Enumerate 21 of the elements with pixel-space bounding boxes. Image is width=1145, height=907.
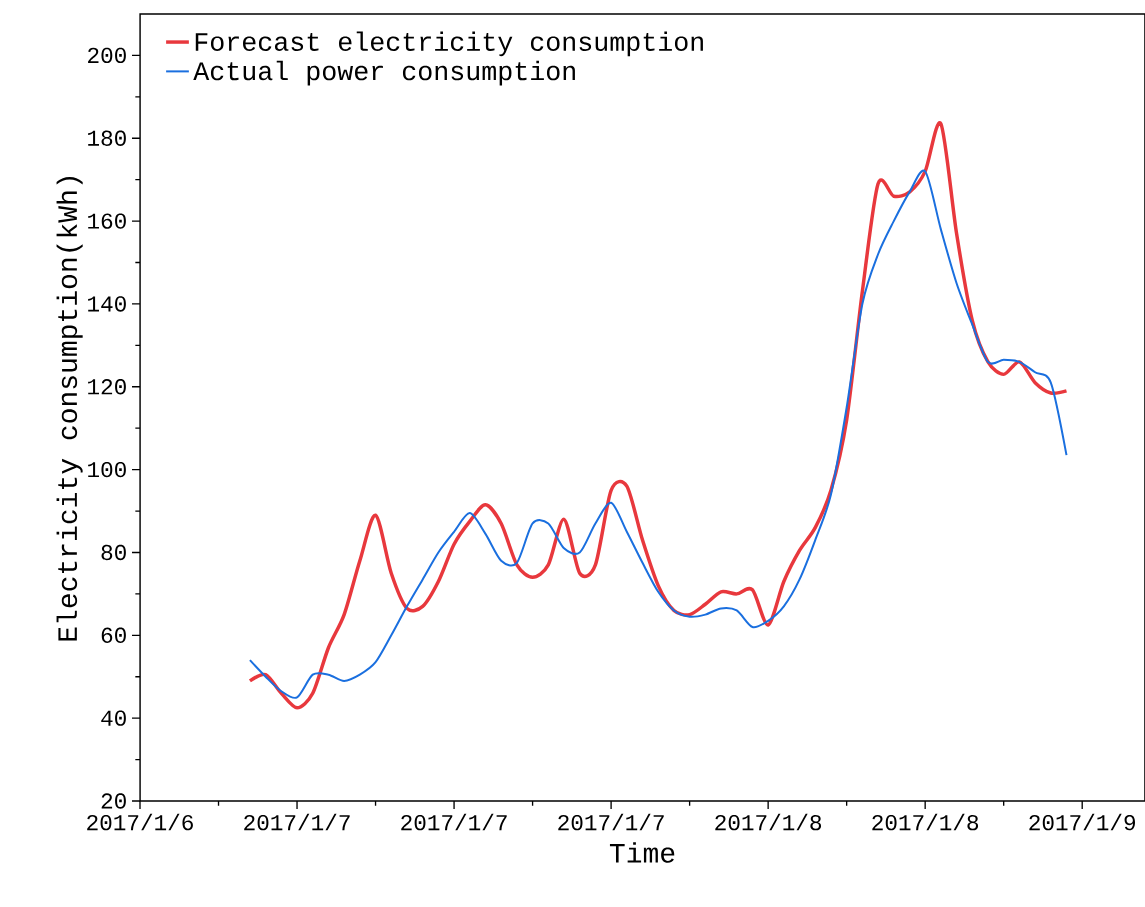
x-tick-label: 2017/1/6 (87, 813, 193, 831)
x-tick-label: 2017/1/7 (558, 813, 664, 831)
y-axis-title: Electricity consumption(kWh) (56, 177, 83, 641)
y-tick-label: 180 (88, 130, 126, 146)
y-tick-label: 60 (101, 627, 126, 644)
y-tick-label: 40 (101, 710, 126, 726)
y-tick-label: 80 (101, 544, 126, 561)
x-tick-label: 2017/1/9 (1029, 813, 1136, 831)
y-tick-label: 200 (88, 47, 126, 64)
x-tick-label: 2017/1/7 (401, 813, 507, 831)
y-tick-label: 100 (88, 461, 126, 478)
legend-label: Forecast electricity consumption (195, 31, 703, 57)
y-tick-label: 20 (101, 793, 126, 809)
x-tick-label: 2017/1/8 (872, 813, 979, 831)
y-tick-label: 160 (88, 213, 126, 229)
y-tick-label: 120 (88, 379, 126, 395)
y-tick-label: 140 (88, 296, 126, 312)
x-axis-title: Time (609, 842, 675, 863)
x-tick-label: 2017/1/8 (715, 813, 822, 831)
legend-label: Actual power consumption (193, 60, 575, 86)
x-tick-label: 2017/1/7 (244, 813, 350, 831)
